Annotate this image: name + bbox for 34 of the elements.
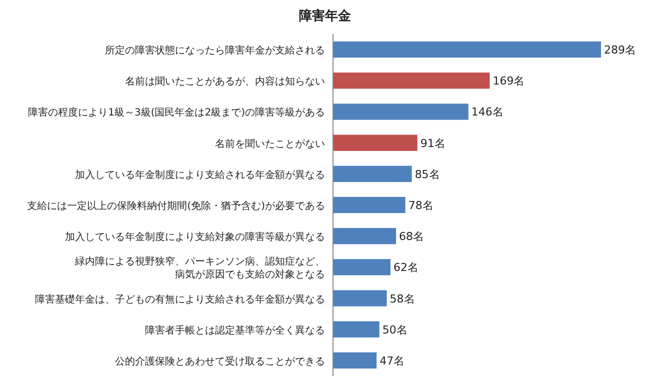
data-label: 78名	[408, 199, 434, 212]
bar	[333, 228, 396, 244]
data-label: 289名	[604, 44, 636, 57]
data-label: 47名	[380, 354, 405, 368]
y-tick-label: 加入している年金制度により支給される年金額が異なる	[75, 168, 325, 181]
bar	[333, 259, 390, 276]
data-label: 68名	[399, 230, 424, 244]
bar	[333, 166, 412, 182]
data-label: 62名	[393, 261, 418, 274]
bar	[333, 352, 377, 369]
bar	[333, 321, 380, 338]
bar	[333, 196, 406, 214]
y-tick-label: 所定の障害状態になったら障害年金が支給される	[105, 44, 325, 57]
data-label: 146名	[471, 106, 504, 119]
y-tick-label: 加入している年金制度により支給対象の障害等級が異なる	[65, 231, 325, 244]
y-tick-label: 支給には一定以上の保険料納付期間(免除・猶予含む)が必要である	[27, 200, 325, 212]
bar	[333, 41, 601, 58]
data-label: 169名	[492, 74, 525, 88]
chart-title: 障害年金	[299, 8, 352, 24]
y-tick-label: 緑内障による視野狭窄、パーキンソン病、認知症など、病気が原因でも支給の対象となる	[74, 256, 325, 281]
data-label: 91名	[420, 136, 446, 150]
y-tick-label: 障害者手帳とは認定基準等が全く異なる	[145, 324, 325, 336]
y-tick-label: 障害基礎年金は、子どもの有無により支給される年金額が異なる	[35, 293, 325, 306]
bar	[333, 134, 418, 151]
data-label: 50名	[382, 323, 408, 336]
bar	[333, 72, 490, 89]
bar	[333, 290, 387, 306]
bar	[333, 104, 468, 120]
data-label: 85名	[414, 168, 440, 181]
data-label: 58名	[390, 292, 415, 306]
y-tick-label: 名前を聞いたことがない	[215, 138, 325, 150]
y-tick-label: 公的介護保険とあわせて受け取ることができる	[115, 355, 325, 368]
y-tick-label: 名前は聞いたことがあるが、内容は知らない	[125, 76, 325, 88]
y-tick-label: 障害の程度により1級～3級(国民年金は2級まで)の障害等級がある	[28, 106, 325, 119]
